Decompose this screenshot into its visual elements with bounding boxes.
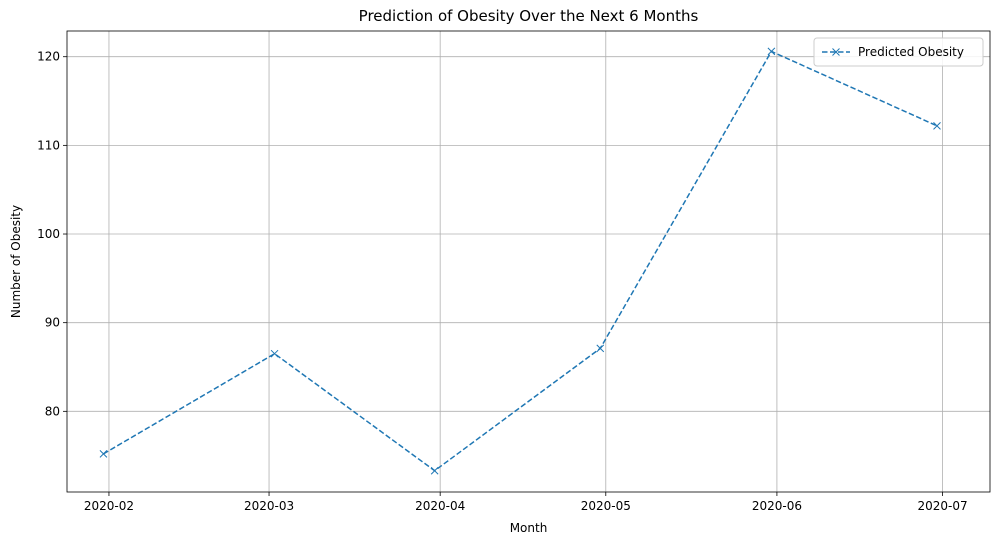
x-tick-label: 2020-04 <box>415 499 465 513</box>
x-tick-label: 2020-02 <box>84 499 134 513</box>
grid <box>67 31 990 492</box>
legend-swatch-marker <box>832 48 840 56</box>
x-tick-label: 2020-05 <box>581 499 631 513</box>
legend: Predicted Obesity <box>813 37 984 67</box>
data-point-marker <box>767 47 776 56</box>
series-layer <box>99 47 941 475</box>
y-tick-label: 120 <box>37 50 60 64</box>
axes: 2020-02 2020-03 2020-04 2020-05 2020-06 2020-… <box>37 50 968 513</box>
x-tick-label: 2020-06 <box>752 499 802 513</box>
y-tick-label: 100 <box>37 227 60 241</box>
data-point-marker <box>933 122 941 130</box>
data-point-marker <box>596 344 605 353</box>
y-tick-label: 110 <box>37 138 60 152</box>
y-tick-label: 80 <box>45 404 60 418</box>
data-point-marker <box>99 450 108 458</box>
y-axis-label: Number of Obesity <box>9 205 23 318</box>
plot-frame <box>66 30 991 493</box>
data-point-marker <box>270 349 279 358</box>
x-tick-label: 2020-07 <box>917 499 967 513</box>
series-line <box>103 50 938 472</box>
x-tick-label: 2020-03 <box>244 499 294 513</box>
chart-title: Prediction of Obesity Over the Next 6 Mo… <box>359 7 699 25</box>
legend-box <box>813 37 984 67</box>
y-tick-label: 90 <box>45 316 60 330</box>
legend-label: Predicted Obesity <box>858 45 964 59</box>
data-point-marker <box>430 466 439 475</box>
x-axis-label: Month <box>510 521 548 535</box>
